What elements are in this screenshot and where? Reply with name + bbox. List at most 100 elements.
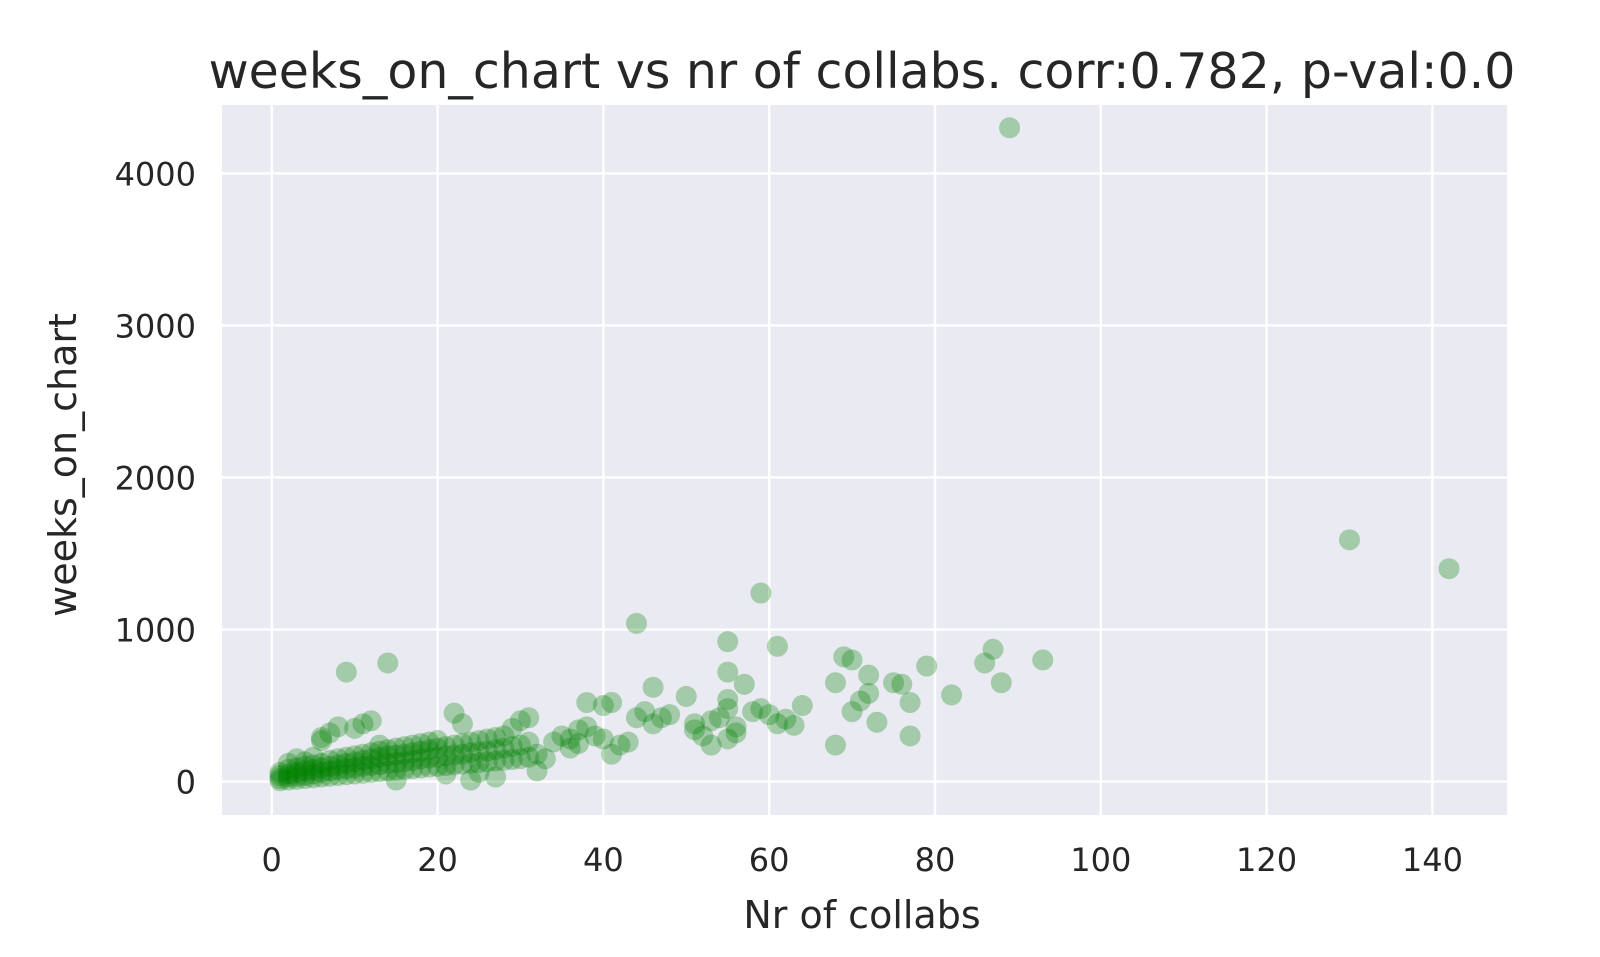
data-point <box>750 582 772 604</box>
data-point <box>899 725 921 747</box>
data-point <box>410 733 432 755</box>
data-point <box>402 742 424 764</box>
data-point <box>509 734 531 756</box>
data-point <box>410 757 432 779</box>
data-point <box>335 661 357 683</box>
data-point <box>576 691 598 713</box>
data-point <box>302 746 324 768</box>
data-point <box>369 761 391 783</box>
data-point <box>509 710 531 732</box>
data-point <box>360 761 382 783</box>
data-point <box>684 719 706 741</box>
data-point <box>708 707 730 729</box>
data-point <box>766 713 788 735</box>
data-point <box>451 753 473 775</box>
data-point <box>327 758 349 780</box>
data-point <box>493 737 515 759</box>
y-tick-labels: 0 1000 2000 3000 4000 <box>115 155 196 801</box>
data-point <box>791 695 813 717</box>
data-point <box>344 717 366 739</box>
data-point <box>310 726 332 748</box>
data-point <box>385 759 407 781</box>
data-point <box>858 682 880 704</box>
data-point <box>758 704 780 726</box>
y-tick-label: 3000 <box>115 307 196 345</box>
data-point <box>377 760 399 782</box>
data-point <box>841 649 863 671</box>
data-point <box>360 710 382 732</box>
x-tick-label: 0 <box>262 841 282 879</box>
data-point <box>451 743 473 765</box>
data-point <box>369 754 391 776</box>
data-point <box>269 761 291 783</box>
data-point <box>485 739 507 761</box>
data-point <box>592 695 614 717</box>
data-point <box>501 749 523 771</box>
data-point <box>377 745 399 767</box>
data-point <box>684 713 706 735</box>
data-point <box>460 769 482 791</box>
data-point <box>941 684 963 706</box>
data-point <box>559 737 581 759</box>
data-point <box>642 713 664 735</box>
data-point <box>460 731 482 753</box>
data-point <box>310 757 332 779</box>
data-point <box>526 743 548 765</box>
y-axis-label: weeks_on_chart <box>41 313 85 617</box>
data-point <box>277 752 299 774</box>
data-point <box>443 744 465 766</box>
data-point <box>990 672 1012 694</box>
data-point <box>352 713 374 735</box>
data-point <box>543 731 565 753</box>
data-point <box>833 646 855 668</box>
data-point <box>294 764 316 786</box>
data-point <box>916 655 938 677</box>
data-point <box>443 702 465 724</box>
data-point <box>717 728 739 750</box>
data-point <box>626 612 648 634</box>
data-point <box>501 717 523 739</box>
grid-lines <box>222 105 1507 815</box>
data-point <box>468 730 490 752</box>
data-point <box>344 763 366 785</box>
data-point <box>393 736 415 758</box>
data-point <box>427 755 449 777</box>
data-point <box>460 742 482 764</box>
data-point <box>700 734 722 756</box>
data-point <box>609 734 631 756</box>
data-point <box>576 716 598 738</box>
data-point <box>518 731 540 753</box>
data-point <box>294 760 316 782</box>
data-point <box>999 117 1021 139</box>
data-point <box>534 748 556 770</box>
data-point <box>352 749 374 771</box>
data-point <box>360 742 382 764</box>
data-point <box>460 752 482 774</box>
data-point <box>601 743 623 765</box>
data-point <box>485 726 507 748</box>
data-point <box>344 757 366 779</box>
data-point <box>567 719 589 741</box>
data-point <box>360 755 382 777</box>
data-point <box>526 760 548 782</box>
data-point <box>294 751 316 773</box>
data-point <box>327 764 349 786</box>
data-point <box>418 747 440 769</box>
data-point <box>277 758 299 780</box>
data-point <box>418 739 440 761</box>
data-point <box>369 734 391 756</box>
data-point <box>501 736 523 758</box>
data-point <box>393 751 415 773</box>
data-point <box>385 769 407 791</box>
data-point <box>717 698 739 720</box>
data-point <box>435 755 457 777</box>
data-point <box>518 707 540 729</box>
data-point <box>277 766 299 788</box>
data-point <box>286 748 308 770</box>
data-point <box>319 722 341 744</box>
data-point <box>385 752 407 774</box>
chart-title: weeks_on_chart vs nr of collabs. corr:0.… <box>209 43 1516 100</box>
data-point <box>717 688 739 710</box>
data-point <box>418 756 440 778</box>
data-point <box>518 746 540 768</box>
